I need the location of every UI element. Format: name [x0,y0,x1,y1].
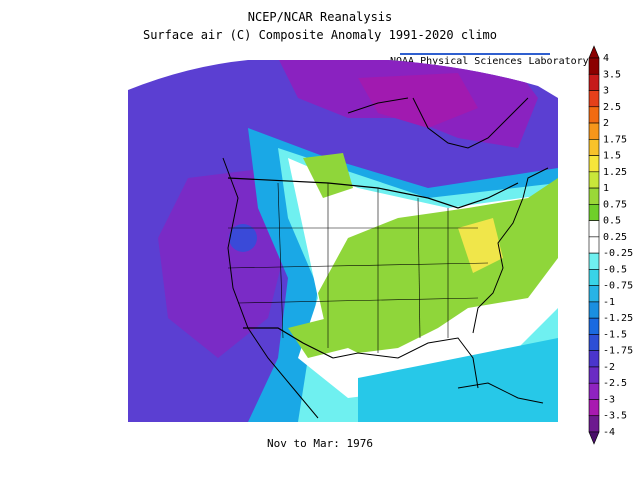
colorbar-top-arrow [588,45,600,59]
colorbar-blocks [588,45,600,445]
colorbar-tick-label: 2.5 [603,102,621,113]
colorbar-block [588,90,600,108]
colorbar-block [588,252,600,270]
strong-warm-anomaly [458,218,503,273]
state-borders [227,182,489,353]
colorbar-block [588,334,600,351]
colorbar-tick-label: -0.75 [603,281,633,292]
map-title: NCEP/NCAR Reanalysis [247,10,393,24]
colorbar-block [588,204,600,221]
colorbar-block [588,187,600,205]
colorbar: 4 3.5 3 2.5 2 1.75 1.5 1.25 1 0.75 0.5 0.25 -0.25 -0.… [588,45,633,445]
colorbar-bottom-arrow [588,431,600,445]
colorbar-tick-label: -1.75 [603,346,633,357]
colorbar-block [588,73,600,91]
colorbar-tick-label: 3.5 [603,69,621,80]
colorbar-tick-label: -1.25 [603,313,633,324]
colorbar-tick-label: -0.5 [603,264,627,275]
colorbar-block [588,382,600,400]
colorbar-tick-label: -1.5 [603,329,627,340]
colorbar-tick-label: 0.25 [603,232,627,243]
colorbar-block [588,366,600,384]
cool-south-region [358,338,558,422]
colorbar-block [588,317,600,335]
colorbar-block [588,415,600,433]
colorbar-tick-label: 1.5 [603,151,621,162]
colorbar-block [588,171,600,189]
colorbar-tick-label: -2 [603,362,615,373]
map-subtitle: Surface air (C) Composite Anomaly 1991-2… [142,28,497,42]
cold-spot-west [229,224,257,252]
colorbar-tick-label: -4 [603,427,615,438]
colorbar-tick-label: -0.25 [603,248,633,259]
colorbar-tick-label: 1.75 [603,134,627,145]
colorbar-block [588,301,600,319]
colorbar-tick-label: -3 [603,394,615,405]
lab-credit: NOAA Physical Sciences Laboratory [390,56,589,67]
colorbar-tick-label: 3 [603,86,609,97]
colorbar-tick-label: 0.5 [603,216,621,227]
colorbar-tick-label: 2 [603,118,609,129]
colorbar-labels: 4 3.5 3 2.5 2 1.75 1.5 1.25 1 0.75 0.5 0.25 -0.25 -0.… [603,53,633,438]
colorbar-block [588,220,600,238]
colorbar-block [588,269,600,286]
colorbar-tick-label: 0.75 [603,199,627,210]
credit-underline [400,53,550,55]
coastlines [222,97,549,419]
colorbar-tick-label: 1.25 [603,167,627,178]
warm-anomaly-gulf [288,318,348,358]
colorbar-block [588,399,600,417]
colorbar-block [588,350,600,368]
cold-west-region [158,168,288,358]
colorbar-block [588,155,600,173]
colorbar-tick-label: -3.5 [603,411,627,422]
colorbar-tick-label: -2.5 [603,378,627,389]
anomaly-map [128,60,558,422]
colorbar-block [588,106,600,124]
colorbar-block [588,139,600,156]
warm-anomaly-north [303,153,353,198]
colorbar-tick-label: 1 [603,183,609,194]
colorbar-block [588,236,600,254]
colorbar-tick-label: -1 [603,297,615,308]
colorbar-block [588,285,600,303]
colorbar-block [588,57,600,75]
strongest-cold-north [358,73,478,128]
period-label: Nov to Mar: 1976 [267,437,373,450]
colorbar-block [588,122,600,140]
colorbar-tick-label: 4 [603,53,609,64]
